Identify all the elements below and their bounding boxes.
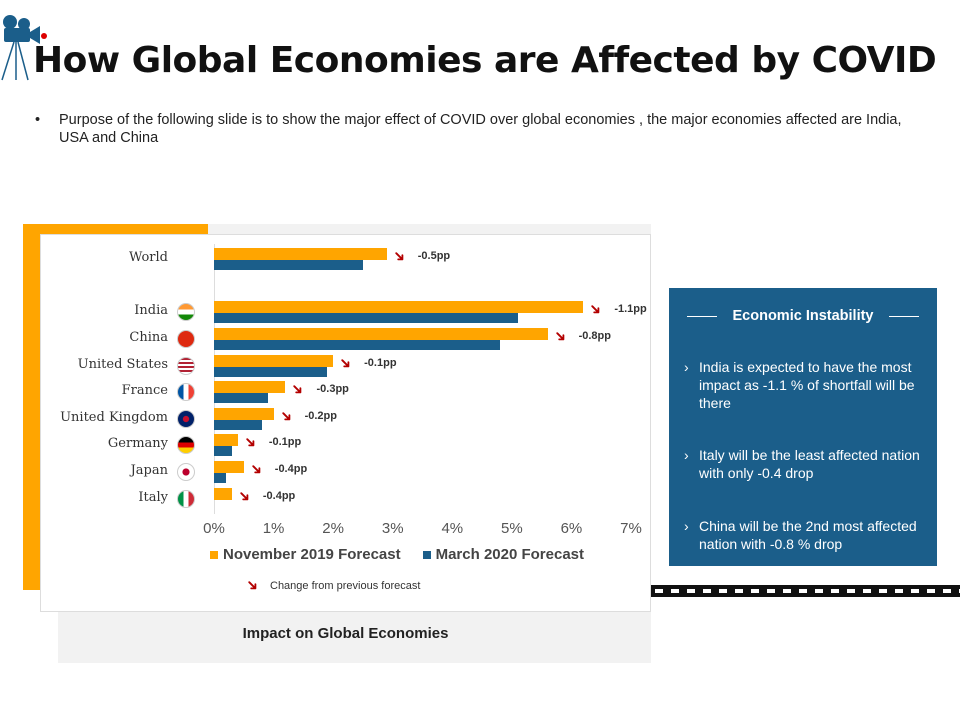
film-camera-logo: [0, 10, 47, 81]
flag-icon-germany: [177, 436, 195, 454]
page-title: How Global Economies are Affected by COV…: [33, 40, 937, 81]
x-tick-label: 5%: [501, 520, 523, 537]
panel-point: › India is expected to have the most impa…: [684, 359, 915, 411]
x-tick-label: 4%: [441, 520, 464, 537]
economic-instability-panel: Economic Instability › India is expected …: [669, 288, 937, 566]
panel-point: › China will be the 2nd most affected nat…: [684, 518, 917, 552]
x-tick-label: 1%: [262, 520, 285, 537]
bar-nov-2019: [214, 328, 548, 340]
data-label: -0.1pp: [364, 357, 397, 369]
data-label: -0.4pp: [274, 463, 308, 475]
bar-nov-2019: [214, 488, 232, 500]
purpose-bullet: • Purpose of the following slide is to sh…: [35, 111, 925, 147]
bar-mar-2020: [214, 420, 262, 430]
flag-icon-united-kingdom: [177, 410, 195, 428]
bar-mar-2020: [214, 393, 268, 403]
data-label: -0.1pp: [268, 436, 302, 448]
bar-mar-2020: [214, 446, 232, 456]
x-tick-label: 6%: [560, 520, 583, 537]
orange-accent-bar: [23, 224, 40, 590]
flag-icon-italy: [177, 490, 195, 508]
category-label: World: [129, 250, 168, 265]
chart-legend: November 2019 Forecast March 2020 Foreca…: [210, 546, 584, 563]
legend-item-mar-2020: March 2020 Forecast: [422, 546, 584, 563]
flag-icon-france: [177, 383, 195, 401]
annotation-legend: Change from previous forecast: [270, 580, 421, 592]
bar-mar-2020: [214, 260, 363, 270]
x-tick-label: 2%: [322, 520, 344, 537]
flag-icon-united-states: [177, 357, 195, 375]
category-label: China: [129, 330, 168, 345]
data-label: -0.5pp: [417, 250, 451, 262]
y-axis-line: [214, 244, 215, 514]
bar-nov-2019: [214, 355, 334, 367]
bar-mar-2020: [214, 367, 328, 377]
bar-nov-2019: [214, 301, 584, 313]
x-tick-label: 7%: [620, 520, 642, 537]
panel-heading: Economic Instability: [732, 308, 874, 324]
category-label: Japan: [130, 463, 168, 478]
bar-nov-2019: [214, 381, 286, 393]
bar-mar-2020: [214, 340, 500, 350]
category-label: United States: [77, 357, 168, 372]
category-label: United Kingdom: [60, 410, 168, 425]
category-label: France: [121, 383, 168, 398]
heading-divider-left: [687, 316, 717, 317]
category-label: Italy: [138, 490, 168, 505]
data-label: -0.4pp: [262, 490, 296, 502]
bar-nov-2019: [214, 434, 238, 446]
legend-item-nov-2019: November 2019 Forecast: [210, 546, 401, 563]
bar-nov-2019: [214, 408, 274, 420]
data-label: -0.8pp: [578, 330, 611, 342]
flag-icon-india: [177, 303, 195, 321]
bullet-text: Purpose of the following slide is to sho…: [59, 112, 902, 146]
chart-caption: Impact on Global Economies: [242, 625, 449, 642]
data-label: -0.3pp: [316, 383, 349, 395]
bar-mar-2020: [214, 473, 226, 483]
category-label: India: [134, 303, 168, 318]
x-tick-label: 0%: [203, 520, 225, 537]
category-label: Germany: [107, 436, 168, 451]
panel-point: › Italy will be the least affected nation…: [684, 447, 920, 481]
flag-icon-china: [177, 330, 195, 348]
data-label: -0.2pp: [304, 410, 337, 422]
bar-nov-2019: [214, 461, 244, 473]
chart-area: [40, 234, 651, 612]
flag-icon-japan: [177, 463, 195, 481]
film-strip-decoration: [651, 585, 960, 597]
bar-nov-2019: [214, 248, 387, 260]
orange-accent-top: [23, 224, 208, 234]
heading-divider-right: [889, 316, 919, 317]
x-tick-label: 3%: [381, 520, 404, 537]
bar-mar-2020: [214, 313, 518, 323]
data-label: -1.1pp: [614, 303, 647, 315]
